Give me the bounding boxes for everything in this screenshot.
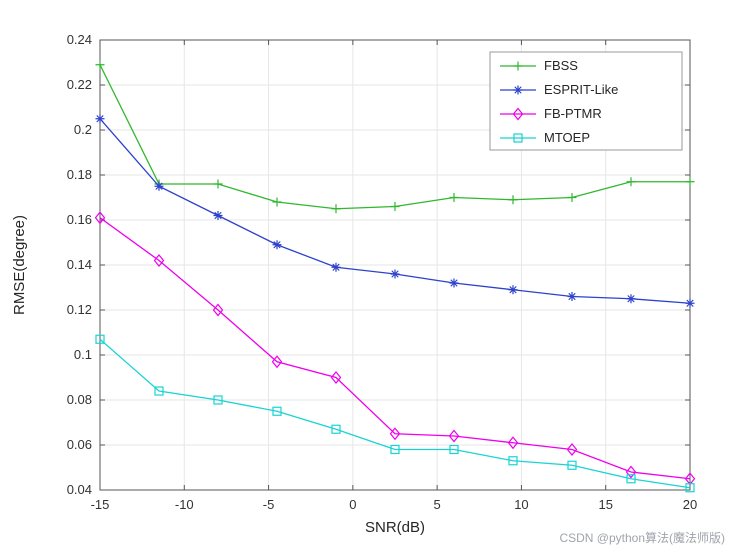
series-marker-asterisk <box>568 292 576 301</box>
series-marker-square <box>449 444 459 455</box>
y-tick-label: 0.04 <box>67 482 92 497</box>
series-marker-diamond <box>625 465 637 479</box>
x-tick-label: 0 <box>349 497 356 512</box>
series-marker-asterisk <box>155 182 163 190</box>
y-tick-label: 0.14 <box>67 257 92 272</box>
series-marker-asterisk <box>273 241 281 249</box>
x-tick-label: 20 <box>683 497 697 512</box>
series-marker-asterisk <box>332 263 340 271</box>
series-marker-plus <box>272 197 282 207</box>
series-marker-asterisk <box>686 299 694 307</box>
y-tick-label: 0.24 <box>67 32 92 47</box>
legend-label: FB-PTMR <box>544 106 602 121</box>
y-tick-label: 0.08 <box>67 392 92 407</box>
series-marker-square <box>272 406 282 416</box>
x-axis-label: SNR(dB) <box>365 519 425 536</box>
series-marker-plus <box>508 195 518 205</box>
y-tick-label: 0.1 <box>74 347 92 362</box>
x-tick-label: 5 <box>434 497 441 512</box>
series-marker-plus <box>567 193 577 202</box>
series-marker-asterisk <box>214 211 222 220</box>
y-tick-label: 0.06 <box>67 437 92 452</box>
x-tick-label: 15 <box>598 497 612 512</box>
series-marker-plus <box>685 177 695 187</box>
series-marker-plus <box>449 193 459 202</box>
legend-label: FBSS <box>544 58 578 73</box>
series-line-fb-ptmr <box>99 217 691 480</box>
series-marker-asterisk <box>450 279 458 287</box>
watermark: CSDN @python算法(魔法师版) <box>559 531 725 545</box>
series-marker-square <box>513 133 523 143</box>
series-marker-asterisk <box>96 115 104 123</box>
series-marker-square <box>154 386 164 396</box>
series-marker-diamond <box>271 355 283 369</box>
series-marker-square <box>213 395 223 405</box>
series-marker-square <box>331 424 341 434</box>
series-marker-diamond <box>153 254 165 267</box>
series-marker-diamond <box>507 436 519 450</box>
series-marker-plus <box>513 61 523 71</box>
series-marker-diamond <box>566 443 578 456</box>
y-tick-label: 0.18 <box>67 167 92 182</box>
series-marker-square <box>567 460 577 470</box>
series-marker-asterisk <box>514 86 522 94</box>
series-marker-square <box>626 474 636 484</box>
series-line-mtoep <box>99 338 691 489</box>
series-marker-asterisk <box>627 295 635 303</box>
series-marker-diamond <box>330 371 342 384</box>
legend-label: MTOEP <box>544 130 590 145</box>
y-tick-label: 0.2 <box>74 122 92 137</box>
series-marker-plus <box>390 202 400 211</box>
x-tick-label: -5 <box>263 497 275 512</box>
y-tick-label: 0.16 <box>67 212 92 227</box>
series-marker-diamond <box>389 427 401 441</box>
y-tick-label: 0.12 <box>67 302 92 317</box>
x-tick-label: 10 <box>514 497 528 512</box>
y-tick-label: 0.22 <box>67 77 92 92</box>
series-marker-asterisk <box>509 286 517 294</box>
x-tick-label: -10 <box>175 497 194 512</box>
y-axis-label: RMSE(degree) <box>11 215 28 315</box>
series-marker-plus <box>213 179 223 189</box>
series-marker-square <box>390 444 400 455</box>
series-marker-diamond <box>512 107 524 121</box>
series-marker-diamond <box>212 303 224 317</box>
legend-label: ESPRIT-Like <box>544 82 618 97</box>
series-marker-square <box>685 483 695 493</box>
series-marker-asterisk <box>391 270 399 278</box>
series-marker-square <box>508 456 518 466</box>
series-marker-plus <box>626 177 636 187</box>
series-marker-diamond <box>448 429 460 443</box>
series-marker-diamond <box>94 211 106 225</box>
series-marker-plus <box>95 60 105 70</box>
x-tick-label: -15 <box>91 497 110 512</box>
series-marker-square <box>95 334 105 344</box>
series-marker-plus <box>331 204 341 214</box>
